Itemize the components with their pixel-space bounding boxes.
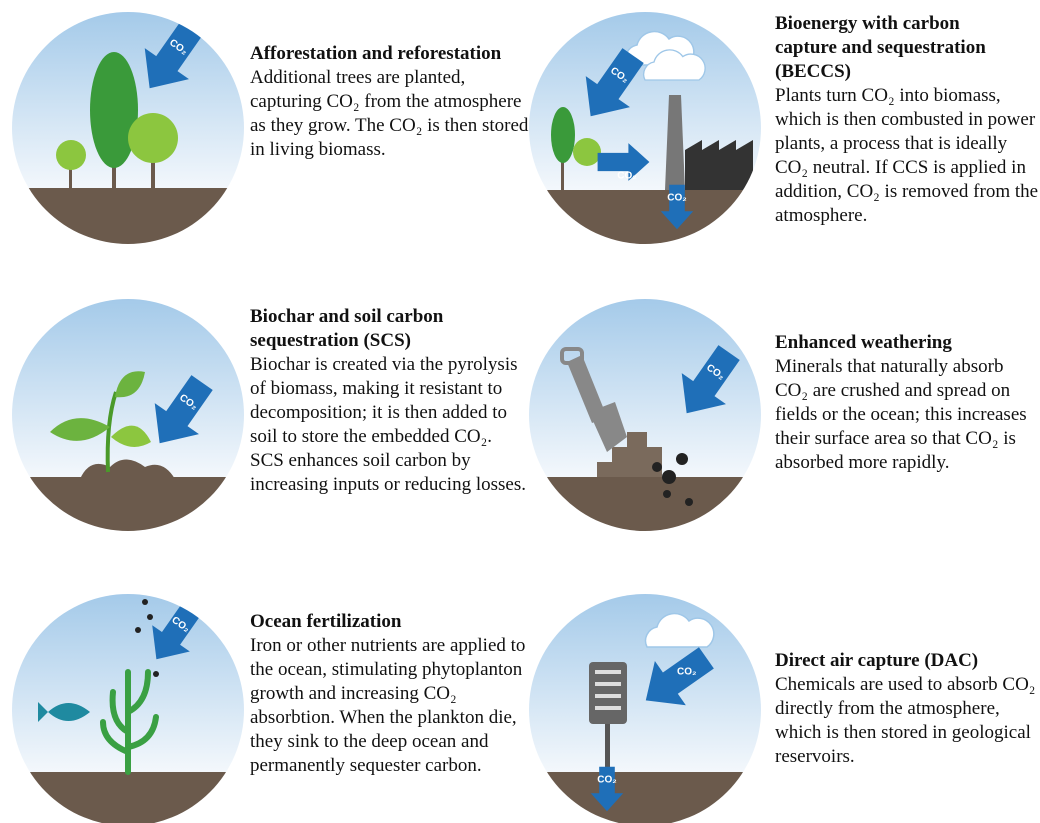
co2-label: CO₂ [677,666,696,677]
icon-beccs: CO₂ CO₂ CO₂ [517,0,773,260]
item-description: Iron or other nutrients are applied to t… [250,634,532,778]
infographic: CO₂ CO₂ CO₂ CO₂ CO₂ CO₂ [0,0,1040,823]
item-title: Ocean fertilization [250,610,532,634]
item: Biochar and soil carbon sequestration (S… [250,305,530,497]
item-description: Plants turn CO₂ into biomass, which is t… [775,84,1040,228]
item: Direct air capture (DAC) Chemicals are u… [775,649,1040,769]
icon-dac: CO₂ CO₂ [517,582,773,823]
item-description: Biochar is created via the pyrolysis of … [250,353,530,497]
item-title: Direct air capture (DAC) [775,649,1040,673]
icon-afforestation: CO₂ [0,0,256,258]
co2-label: CO₂ [617,171,636,182]
item-title: Afforestation and reforestation [250,42,532,66]
item: Bioenergy with carbon capture and seques… [775,12,1040,228]
item-description: Chemicals are used to absorb CO₂ directl… [775,673,1040,769]
item: Enhanced weathering Minerals that natura… [775,331,1040,475]
item: Afforestation and reforestation Addition… [250,42,532,162]
icon-ocean: CO₂ [0,582,256,823]
item-title: Enhanced weathering [775,331,1040,355]
item-description: Additional trees are planted, capturing … [250,66,532,162]
item-description: Minerals that naturally absorb CO₂ are c… [775,355,1040,475]
item-title: Biochar and soil carbon sequestration (S… [250,305,475,353]
item-title: Bioenergy with carbon capture and seques… [775,12,1020,84]
item: Ocean fertilization Iron or other nutrie… [250,610,532,778]
co2-label: CO₂ [667,193,686,204]
icon-weathering: CO₂ [517,287,773,547]
co2-label: CO₂ [597,775,616,786]
icon-biochar: CO₂ [0,287,256,547]
